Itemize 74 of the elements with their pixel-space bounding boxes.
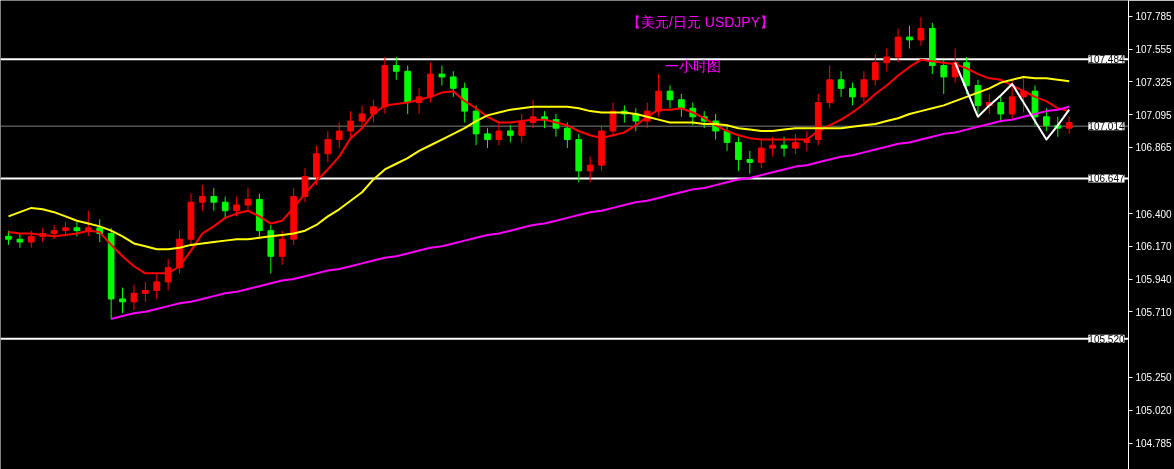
candlestick xyxy=(586,156,594,183)
ref-line-label: 106.647 xyxy=(1088,173,1125,185)
candlestick xyxy=(244,187,252,212)
candlestick xyxy=(335,121,343,149)
candlestick xyxy=(1008,79,1016,121)
candlestick xyxy=(974,79,982,115)
y-tick-label: 106.400 xyxy=(1135,208,1173,220)
candlestick xyxy=(735,136,742,172)
candlestick xyxy=(392,56,400,81)
candlestick xyxy=(655,73,662,118)
candlestick xyxy=(632,107,640,132)
candlestick xyxy=(438,65,446,86)
candlestick xyxy=(769,136,776,158)
y-tick-label: 107.555 xyxy=(1135,44,1173,56)
y-tick-label: 107.325 xyxy=(1135,76,1173,88)
candlestick xyxy=(199,184,206,212)
text: 一小时图 xyxy=(664,57,721,74)
candlestick xyxy=(746,150,754,175)
candlestick xyxy=(324,130,332,163)
candlestick xyxy=(427,62,434,104)
candlestick xyxy=(130,284,138,311)
candlestick xyxy=(301,167,309,203)
candlestick xyxy=(73,221,81,237)
candlestick xyxy=(518,113,526,143)
candlestick xyxy=(609,102,617,138)
y-tick-label: 107.095 xyxy=(1135,109,1173,121)
y-tick-label: 104.785 xyxy=(1135,438,1173,450)
candlestick xyxy=(826,65,834,109)
candlestick xyxy=(313,144,320,186)
candlestick xyxy=(860,70,868,104)
y-tick-label: 105.940 xyxy=(1135,274,1173,286)
candlestick xyxy=(370,99,377,123)
y-tick-label: 107.785 xyxy=(1135,11,1173,23)
candlestick xyxy=(16,233,24,249)
ref-line-label: 105.520 xyxy=(1088,333,1125,345)
candlestick xyxy=(449,70,457,98)
candlestick xyxy=(757,139,765,169)
candlestick xyxy=(461,82,469,123)
text: 【美元/日元 USDJPY】 xyxy=(626,13,775,30)
candlestick xyxy=(278,230,286,266)
candlestick xyxy=(849,82,856,106)
candlestick xyxy=(50,224,58,240)
candlestick xyxy=(472,104,480,146)
candlestick xyxy=(940,59,948,95)
y-tick-label: 105.710 xyxy=(1135,306,1173,318)
candlestick xyxy=(792,133,799,155)
candlestick xyxy=(142,281,149,303)
line-series xyxy=(7,75,1071,251)
candlestick xyxy=(678,93,685,118)
candlestick xyxy=(233,196,240,217)
candlestick xyxy=(495,121,503,146)
candlestick xyxy=(564,121,571,149)
candlestick xyxy=(906,25,913,49)
ref-line-label: 107.014 xyxy=(1088,121,1125,133)
candlestick xyxy=(883,47,891,72)
candlestick xyxy=(1043,107,1050,132)
candlestick xyxy=(871,53,879,86)
y-tick-label: 106.170 xyxy=(1135,241,1173,253)
candlestick xyxy=(358,104,366,129)
candlestick xyxy=(119,287,126,314)
candlestick xyxy=(780,136,788,158)
y-tick-label: 105.020 xyxy=(1135,405,1173,416)
candlestick xyxy=(917,16,925,47)
ref-line-label: 107.484 xyxy=(1088,54,1125,66)
candlestick xyxy=(484,127,491,149)
candlestick xyxy=(997,96,1005,123)
y-tick-label: 106.865 xyxy=(1135,142,1173,154)
line-series xyxy=(110,105,1071,320)
candlestick xyxy=(837,70,845,98)
candlestick xyxy=(210,187,218,212)
candlestick xyxy=(723,124,731,152)
candlestick xyxy=(666,84,674,109)
y-tick-label: 105.250 xyxy=(1135,372,1173,384)
candlestick xyxy=(894,28,902,64)
